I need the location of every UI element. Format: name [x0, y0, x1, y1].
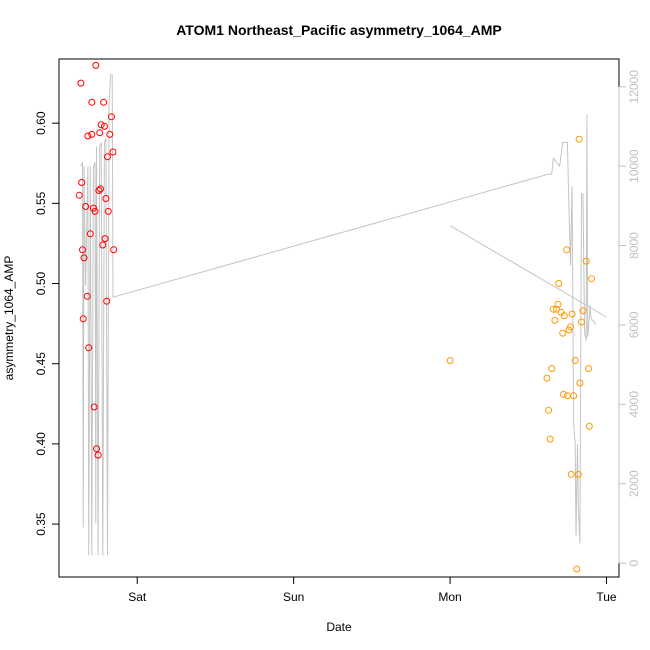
data-point: [559, 329, 567, 337]
data-point: [582, 257, 590, 265]
y-tick-label: 0.50: [34, 272, 48, 296]
data-point: [107, 113, 115, 121]
data-point: [446, 357, 454, 364]
x-tick-label: Mon: [438, 590, 461, 604]
y-axis: 0.35 0.40 0.45 0.50 0.55 0.60: [34, 111, 60, 536]
data-point: [106, 130, 114, 138]
data-point: [555, 280, 563, 287]
data-point: [543, 374, 551, 382]
x-axis-label: Date: [326, 620, 352, 634]
y-tick-label: 0.45: [34, 352, 48, 376]
y2-axis: 0 2000 4000 6000 8000 10000 12000: [618, 70, 641, 566]
data-point: [96, 129, 104, 137]
data-point: [560, 390, 567, 398]
data-point: [79, 246, 86, 254]
data-point: [545, 406, 553, 414]
plot-area-frame: [58, 58, 620, 578]
data-point: [75, 191, 83, 199]
y-axis-label: asymmetry_1064_AMP: [2, 256, 16, 381]
data-point: [570, 392, 578, 400]
data-point: [568, 310, 576, 318]
data-point: [560, 312, 568, 320]
data-point: [571, 357, 579, 364]
data-point: [103, 297, 111, 305]
data-point: [551, 316, 559, 324]
data-point: [86, 230, 94, 238]
y2-tick-label: 12000: [627, 70, 641, 104]
data-point: [82, 203, 90, 210]
x-axis: Sat Sun Mon Tue: [128, 576, 617, 604]
data-point: [567, 470, 575, 478]
data-point: [576, 379, 584, 387]
altitude-line-1: [80, 74, 596, 556]
x-tick-label: Sun: [283, 590, 304, 604]
data-point: [567, 323, 574, 331]
y2-tick-label: 6000: [627, 311, 641, 338]
data-point: [552, 305, 560, 313]
data-point: [84, 132, 92, 140]
y2-tick-label: 8000: [627, 232, 641, 259]
y2-tick-label: 10000: [627, 149, 641, 183]
data-point: [588, 275, 596, 283]
data-point: [80, 254, 88, 262]
y-tick-label: 0.35: [34, 512, 48, 536]
data-point: [95, 187, 103, 194]
data-point: [99, 241, 107, 249]
x-tick-label: Sat: [128, 590, 147, 604]
x-tick-label: Tue: [596, 590, 617, 604]
data-point: [97, 185, 104, 193]
data-point: [575, 135, 583, 143]
y2-tick-label: 4000: [627, 391, 641, 418]
data-point: [93, 445, 100, 453]
data-point: [109, 148, 117, 156]
y2-tick-label: 2000: [627, 470, 641, 497]
data-point: [585, 365, 592, 372]
data-point: [585, 422, 593, 430]
data-point: [110, 246, 118, 254]
data-point: [92, 61, 100, 69]
y-tick-label: 0.55: [34, 191, 48, 215]
data-point: [101, 235, 109, 243]
data-point: [573, 565, 581, 573]
data-point: [83, 292, 91, 300]
data-point: [85, 344, 93, 352]
data-point: [546, 435, 554, 443]
data-point: [77, 79, 85, 87]
data-point: [88, 130, 96, 138]
altitude-line-layer: [80, 74, 607, 556]
y2-tick-label: 0: [627, 559, 641, 566]
data-point: [104, 207, 112, 215]
data-point: [102, 195, 110, 202]
data-point: [91, 207, 99, 215]
chart-title: ATOM1 Northeast_Pacific asymmetry_1064_A…: [176, 22, 502, 38]
data-point: [88, 98, 96, 106]
data-point: [574, 470, 582, 478]
data-point: [554, 300, 562, 308]
y-tick-label: 0.40: [34, 432, 48, 456]
data-point: [89, 204, 97, 212]
data-point: [104, 153, 111, 161]
data-point: [579, 307, 587, 315]
data-point: [79, 315, 87, 323]
altitude-line-2: [449, 225, 607, 318]
scatter-points-layer: [75, 61, 596, 573]
data-point: [563, 392, 571, 400]
data-point: [549, 305, 557, 313]
data-point: [578, 318, 585, 326]
y-tick-label: 0.60: [34, 111, 48, 135]
data-point: [100, 98, 108, 106]
data-point: [100, 122, 108, 130]
data-point: [94, 451, 102, 459]
data-point: [90, 403, 98, 411]
data-point: [548, 365, 556, 372]
data-point: [78, 179, 86, 186]
data-point: [563, 246, 571, 254]
